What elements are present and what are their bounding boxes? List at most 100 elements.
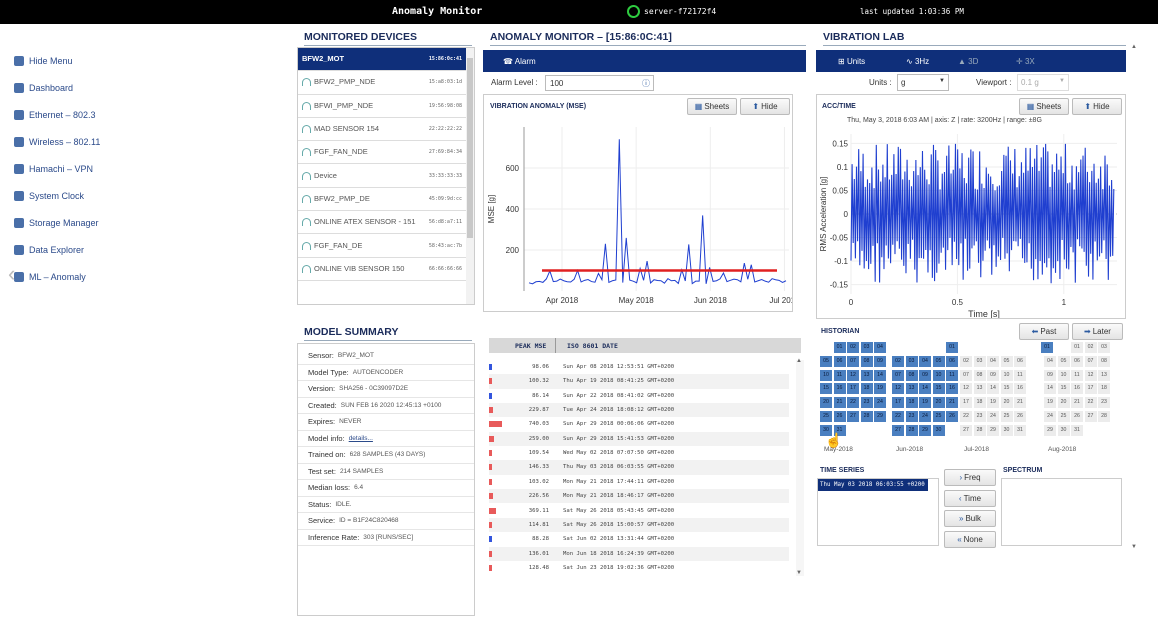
calendar-day[interactable]: 13: [905, 383, 918, 395]
calendar-day[interactable]: 11: [833, 369, 846, 381]
calendar-day[interactable]: 16: [1071, 383, 1083, 395]
table-row[interactable]: 740.03 Sun Apr 29 2018 00:06:06 GMT+0200: [489, 417, 789, 431]
calendar-day[interactable]: 12: [1084, 369, 1097, 381]
calendar-day[interactable]: 11: [1014, 369, 1026, 381]
calendar-day[interactable]: 21: [833, 397, 846, 409]
calendar-day[interactable]: 06: [1071, 355, 1083, 367]
calendar-day[interactable]: 02: [960, 355, 972, 367]
calendar-day[interactable]: 10: [1000, 369, 1013, 381]
calendar-day[interactable]: 27: [960, 424, 972, 436]
devices-scrollbar[interactable]: [466, 48, 474, 304]
calendar-day[interactable]: 29: [919, 424, 931, 436]
calendar-day[interactable]: 09: [874, 355, 886, 367]
calendar-day[interactable]: 07: [892, 369, 904, 381]
calendar-day[interactable]: 24: [987, 411, 999, 422]
calendar-day[interactable]: 26: [833, 411, 846, 422]
calendar-day[interactable]: 04: [919, 355, 931, 367]
calendar-day[interactable]: 01: [1071, 342, 1083, 353]
calendar-day[interactable]: 03: [905, 355, 918, 367]
calendar-day[interactable]: 22: [960, 411, 972, 422]
calendar-day[interactable]: 24: [1044, 411, 1056, 422]
calendar-day[interactable]: 19: [874, 383, 886, 395]
calendar-day[interactable]: 18: [1098, 383, 1110, 395]
calendar-day[interactable]: 20: [1000, 397, 1013, 409]
calendar-day[interactable]: 06: [833, 355, 846, 367]
calendar-day[interactable]: 12: [847, 369, 859, 381]
calendar-day[interactable]: 07: [1084, 355, 1097, 367]
calendar-day[interactable]: 27: [847, 411, 859, 422]
calendar-day[interactable]: 25: [820, 411, 832, 422]
anomaly-sheets-button[interactable]: ▦ Sheets: [687, 98, 737, 115]
collapse-arrow-icon[interactable]: ‹: [8, 261, 16, 286]
calendar-day[interactable]: 20: [932, 397, 945, 409]
timeseries-item[interactable]: Thu May 03 2018 06:03:55 +0200: [818, 479, 928, 491]
tab-alarm[interactable]: ☎ Alarm: [503, 56, 536, 66]
calendar-day[interactable]: 01: [833, 342, 846, 353]
calendar-day[interactable]: 18: [905, 397, 918, 409]
calendar-day[interactable]: 20: [820, 397, 832, 409]
table-row[interactable]: 86.14 Sun Apr 22 2018 08:41:02 GMT+0200: [489, 389, 789, 403]
device-item[interactable]: MAD SENSOR 154 22:22:22:22: [298, 118, 466, 142]
calendar-day[interactable]: 17: [892, 397, 904, 409]
calendar-day[interactable]: 12: [960, 383, 972, 395]
calendar-day[interactable]: 27: [1084, 411, 1097, 422]
table-row[interactable]: 146.33 Thu May 03 2018 06:03:55 GMT+0200: [489, 460, 789, 475]
calendar-day[interactable]: 08: [860, 355, 873, 367]
calendar-day[interactable]: 23: [1098, 397, 1110, 409]
calendar-day[interactable]: 29: [874, 411, 886, 422]
device-item[interactable]: BFW2_PMP_DE 45:09:9d:cc: [298, 188, 466, 212]
calendar-day[interactable]: 08: [973, 369, 986, 381]
calendar-day[interactable]: 10: [932, 369, 945, 381]
device-item[interactable]: FGF_FAN_NDE 27:69:84:34: [298, 141, 466, 165]
calendar-day[interactable]: 19: [919, 397, 931, 409]
calendar-day[interactable]: 03: [1098, 342, 1110, 353]
calendar-day[interactable]: 05: [820, 355, 832, 367]
calendar-day[interactable]: 07: [847, 355, 859, 367]
calendar-day[interactable]: 26: [946, 411, 958, 422]
calendar-day[interactable]: 13: [973, 383, 986, 395]
table-row[interactable]: 109.54 Wed May 02 2018 07:07:50 GMT+0200: [489, 446, 789, 460]
calendar-day[interactable]: 28: [973, 424, 986, 436]
calendar-day[interactable]: 04: [987, 355, 999, 367]
calendar-day[interactable]: 08: [905, 369, 918, 381]
calendar-day[interactable]: 29: [987, 424, 999, 436]
calendar-day[interactable]: 03: [860, 342, 873, 353]
table-row[interactable]: 136.01 Mon Jun 18 2018 16:24:39 GMT+0200: [489, 546, 789, 561]
calendar-day[interactable]: 24: [874, 397, 886, 409]
tab-3hz[interactable]: ∿ 3Hz: [906, 57, 929, 66]
table-row[interactable]: 229.87 Tue Apr 24 2018 18:08:12 GMT+0200: [489, 403, 789, 418]
tab-units[interactable]: ⊞ Units: [838, 57, 865, 66]
calendar-day[interactable]: 31: [1014, 424, 1026, 436]
calendar-day[interactable]: 12: [892, 383, 904, 395]
table-row[interactable]: 98.06 Sun Apr 08 2018 12:53:51 GMT+0200: [489, 360, 789, 374]
sidebar-item-hamachi-vpn[interactable]: Hamachi – VPN: [0, 155, 170, 182]
calendar-day[interactable]: 20: [1057, 397, 1070, 409]
calendar-day[interactable]: 25: [932, 411, 945, 422]
device-item[interactable]: FGF_FAN_DE 58:43:ac:7b: [298, 234, 466, 258]
device-item[interactable]: Device 33:33:33:33: [298, 164, 466, 188]
calendar-day[interactable]: 27: [892, 424, 904, 436]
calendar-day[interactable]: 13: [1098, 369, 1110, 381]
sidebar-item-hide-menu[interactable]: Hide Menu: [0, 47, 170, 74]
calendar-day[interactable]: 10: [820, 369, 832, 381]
tab-3d[interactable]: ▲ 3D: [958, 57, 978, 66]
sidebar-item-storage-manager[interactable]: Storage Manager: [0, 209, 170, 236]
calendar-day[interactable]: 03: [973, 355, 986, 367]
freq-button[interactable]: › Freq: [944, 469, 996, 486]
sidebar-item-ethernet-802-3[interactable]: Ethernet – 802.3: [0, 101, 170, 128]
calendar-day[interactable]: 02: [1084, 342, 1097, 353]
calendar-day[interactable]: 11: [946, 369, 958, 381]
calendar-day[interactable]: 08: [1098, 355, 1110, 367]
calendar-day[interactable]: 31: [1071, 424, 1083, 436]
table-row[interactable]: 369.11 Sat May 26 2018 05:43:45 GMT+0200: [489, 504, 789, 518]
calendar-day[interactable]: 18: [860, 383, 873, 395]
calendar-day[interactable]: 15: [932, 383, 945, 395]
device-item[interactable]: ONLINE ATEX SENSOR - 151 56:d8:a7:11: [298, 211, 466, 235]
calendar-day[interactable]: 26: [1014, 411, 1026, 422]
calendar-day[interactable]: 05: [932, 355, 945, 367]
calendar-day[interactable]: 06: [1014, 355, 1026, 367]
calendar-day[interactable]: 02: [847, 342, 859, 353]
calendar-day[interactable]: 25: [1057, 411, 1070, 422]
calendar-day[interactable]: 30: [1057, 424, 1070, 436]
sidebar-item-wireless-802-11[interactable]: Wireless – 802.11: [0, 128, 170, 155]
